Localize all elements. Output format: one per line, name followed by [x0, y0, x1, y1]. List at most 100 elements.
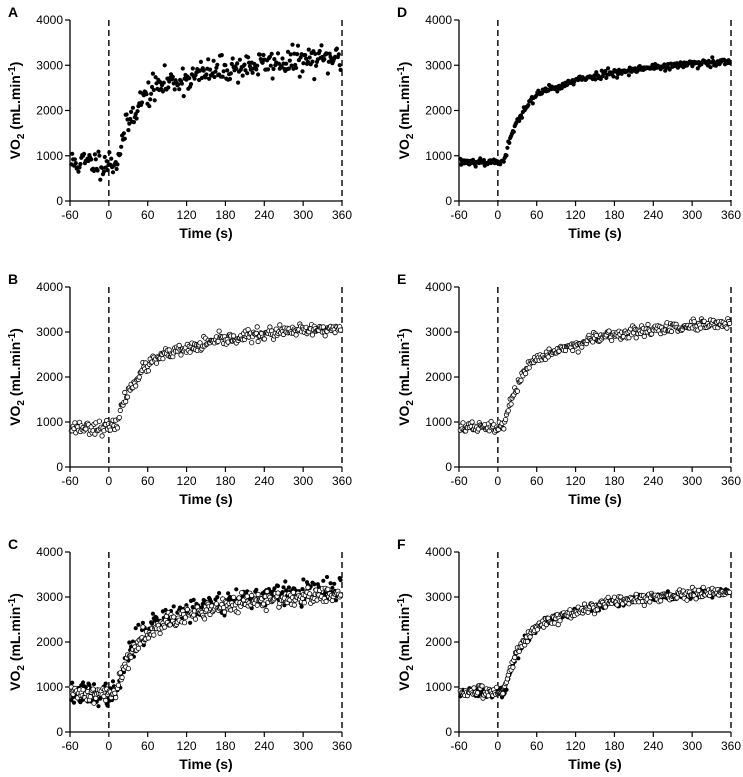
data-point: [522, 370, 529, 377]
data-point: [128, 654, 134, 660]
data-point: [314, 63, 319, 68]
data-point: [305, 584, 311, 591]
data-point: [615, 75, 620, 80]
data-point: [140, 620, 145, 625]
x-tick-label: 360: [721, 208, 741, 222]
data-point: [176, 82, 181, 87]
data-point: [695, 66, 700, 71]
data-point: [272, 586, 277, 591]
data-point: [150, 611, 155, 616]
y-tick-label: 3000: [36, 590, 63, 604]
data-point: [511, 129, 516, 134]
y-tick-label: 0: [445, 460, 452, 474]
series-trial: [68, 321, 344, 439]
data-point: [593, 332, 599, 339]
y-tick-label: 0: [56, 725, 63, 739]
data-point: [609, 337, 615, 343]
data-point: [328, 581, 333, 586]
series-trial-2: [457, 584, 733, 701]
data-point: [271, 66, 276, 72]
y-tick-label: 2000: [36, 104, 63, 118]
data-point: [519, 115, 525, 120]
data-point: [301, 600, 307, 606]
data-point: [724, 325, 730, 331]
data-point: [276, 61, 281, 66]
data-point: [83, 426, 89, 432]
x-tick-label: 360: [721, 739, 741, 753]
x-tick-label: -60: [450, 208, 468, 222]
data-point: [213, 601, 219, 607]
x-tick-label: 60: [530, 474, 544, 488]
data-point: [474, 690, 481, 696]
series-trial: [69, 42, 343, 182]
data-point: [338, 577, 343, 583]
data-point: [594, 70, 599, 75]
data-point: [96, 149, 101, 154]
data-point: [726, 589, 733, 595]
series-trial: [458, 55, 732, 169]
data-point: [693, 596, 699, 602]
data-point: [96, 704, 101, 709]
data-point: [117, 670, 123, 676]
data-point: [312, 582, 317, 587]
y-axis-title-part: -1: [7, 332, 18, 341]
x-tick-label: 300: [293, 474, 313, 488]
data-point: [152, 98, 157, 103]
data-point: [300, 587, 305, 592]
data-point: [70, 680, 75, 685]
data-point: [110, 679, 116, 684]
data-point: [301, 577, 306, 582]
data-point: [87, 694, 93, 700]
x-tick-label: 300: [682, 474, 702, 488]
data-point: [91, 682, 97, 687]
x-tick-label: 240: [254, 739, 274, 753]
data-point: [534, 627, 541, 633]
data-point: [270, 76, 275, 81]
y-tick-label: 1000: [36, 415, 63, 429]
data-point: [236, 80, 241, 85]
data-point: [633, 335, 639, 341]
data-point: [139, 100, 145, 105]
data-point: [153, 360, 160, 366]
data-point: [130, 105, 135, 110]
y-axis-title-part: 2: [405, 400, 416, 406]
data-point: [135, 109, 140, 114]
data-point: [131, 120, 136, 125]
y-axis-title-part: (mL.min: [7, 75, 23, 133]
data-point: [280, 590, 285, 595]
series-trial-2: [68, 584, 344, 706]
data-point: [517, 118, 522, 123]
data-point: [603, 69, 608, 74]
data-point: [257, 52, 262, 57]
data-point: [304, 56, 309, 61]
data-point: [134, 116, 139, 121]
data-point: [246, 55, 251, 60]
data-point: [287, 58, 292, 63]
data-point: [507, 140, 512, 145]
data-point: [171, 604, 176, 609]
x-tick-label: 0: [106, 208, 113, 222]
y-axis-title: VO2 (mL.min-1): [396, 62, 416, 160]
data-point: [117, 407, 123, 413]
y-axis-title-part: VO: [7, 139, 23, 159]
data-point: [73, 161, 78, 166]
data-point: [268, 63, 273, 68]
y-axis-title-part: VO: [396, 139, 412, 159]
y-axis-title: VO2 (mL.min-1): [396, 328, 416, 426]
data-point: [112, 690, 118, 696]
data-point: [114, 425, 121, 431]
data-point: [115, 162, 120, 167]
y-axis-title-part: ): [7, 62, 23, 67]
data-point: [157, 630, 163, 637]
y-axis-title: VO2 (mL.min-1): [7, 328, 27, 426]
data-point: [327, 51, 332, 56]
data-point: [504, 153, 509, 158]
data-point: [505, 408, 511, 414]
data-point: [119, 674, 125, 681]
data-point: [575, 349, 581, 355]
data-point: [167, 622, 173, 628]
data-point: [524, 638, 531, 645]
y-axis-title-part: VO: [396, 671, 412, 691]
data-point: [91, 700, 97, 706]
